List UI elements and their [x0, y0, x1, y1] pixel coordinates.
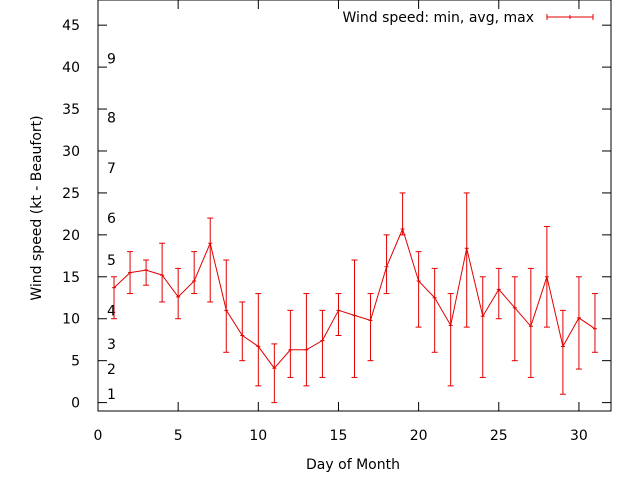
beaufort-label: 9	[107, 52, 116, 68]
beaufort-label: 7	[107, 161, 116, 177]
y-tick-label: 40	[62, 60, 80, 76]
y-tick-label: 5	[71, 354, 80, 370]
legend: Wind speed: min, avg, max	[342, 10, 594, 26]
series-layer	[111, 192, 598, 404]
beaufort-label: 6	[107, 211, 116, 227]
beaufort-label: 5	[107, 253, 116, 269]
beaufort-label: 1	[107, 387, 116, 403]
x-tick-label: 15	[330, 428, 348, 444]
x-tick-label: 0	[94, 428, 103, 444]
beaufort-label: 8	[107, 110, 116, 126]
y-tick-label: 35	[62, 102, 80, 118]
x-tick-label: 25	[490, 428, 508, 444]
beaufort-label: 2	[107, 362, 116, 378]
y-tick-label: 30	[62, 144, 80, 160]
beaufort-label: 4	[107, 303, 116, 319]
y-axis-label: Wind speed (kt - Beaufort)	[29, 115, 45, 300]
legend-swatch	[546, 14, 594, 20]
y-tick-label: 20	[62, 228, 80, 244]
y-tick-label: 25	[62, 186, 80, 202]
beaufort-scale: 1 2 3 4 5 6 7 8 9	[107, 52, 116, 404]
x-tick-label: 10	[249, 428, 267, 444]
x-axis-label: Day of Month	[306, 457, 400, 473]
y-tick-label: 45	[62, 18, 80, 34]
legend-label: Wind speed: min, avg, max	[342, 10, 534, 26]
x-tick-label: 5	[174, 428, 183, 444]
x-tick-label: 30	[570, 428, 588, 444]
y-tick-label: 0	[71, 396, 80, 412]
x-tick-label: 20	[410, 428, 428, 444]
beaufort-label: 3	[107, 337, 116, 353]
y-tick-label: 15	[62, 270, 80, 286]
y-tick-label: 10	[62, 312, 80, 328]
plot-frame	[97, 0, 612, 412]
